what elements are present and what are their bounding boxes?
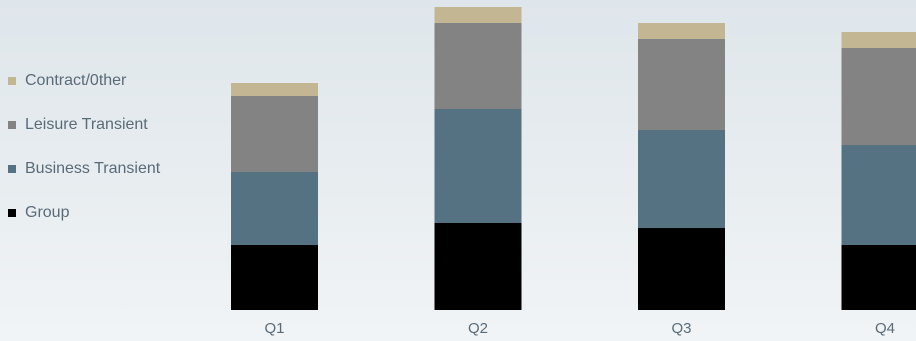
bar-q4-group: [841, 245, 916, 310]
legend-label-contract-other: Contract/0ther: [25, 72, 127, 89]
bar-q2-business-transient: [434, 109, 522, 223]
legend-swatch-contract-other: [8, 77, 16, 85]
legend-swatch-business-transient: [8, 165, 16, 173]
legend-swatch-group: [8, 209, 16, 217]
bar-q1-contract-0ther: [231, 83, 318, 96]
bar-q4-leisure-transient: [841, 48, 916, 145]
bar-q3-business-transient: [638, 130, 725, 228]
x-tick-label-q2: Q2: [468, 320, 488, 337]
legend-label-business-transient: Business Transient: [25, 160, 161, 177]
bar-q2-contract-0ther: [434, 7, 522, 23]
x-tick-label-q3: Q3: [671, 320, 691, 337]
bar-q4-business-transient: [841, 145, 916, 245]
legend-item-business-transient: Business Transient: [8, 158, 160, 180]
bar-q1-group: [231, 245, 318, 310]
bar-q3-leisure-transient: [638, 39, 725, 130]
legend-item-group: Group: [8, 202, 160, 224]
legend-item-leisure-transient: Leisure Transient: [8, 114, 160, 136]
x-tick-label-q4: Q4: [875, 320, 895, 337]
bar-q3-contract-0ther: [638, 23, 725, 39]
legend-label-leisure-transient: Leisure Transient: [25, 116, 148, 133]
chart-legend: Contract/0ther Leisure Transient Busines…: [8, 70, 160, 246]
bar-q1-leisure-transient: [231, 96, 318, 172]
x-tick-label-q1: Q1: [264, 320, 284, 337]
bar-q3-group: [638, 228, 725, 310]
bar-q4-contract-0ther: [841, 32, 916, 48]
bar-q2-group: [434, 223, 522, 310]
legend-swatch-leisure-transient: [8, 121, 16, 129]
legend-label-group: Group: [25, 204, 70, 221]
legend-item-contract-other: Contract/0ther: [8, 70, 160, 92]
bar-q2-leisure-transient: [434, 23, 522, 109]
bar-q1-business-transient: [231, 172, 318, 245]
